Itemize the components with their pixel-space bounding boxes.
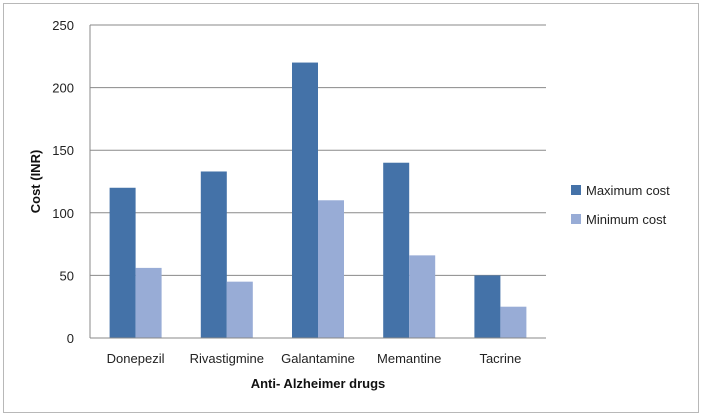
bar-minimum-cost-memantine	[409, 255, 436, 338]
y-tick-label: 100	[52, 206, 74, 221]
bar-maximum-cost-tacrine	[474, 275, 501, 338]
x-tick-label: Tacrine	[479, 351, 521, 366]
bar-minimum-cost-tacrine	[500, 306, 527, 338]
bars	[109, 62, 527, 339]
x-axis-title: Anti- Alzheimer drugs	[251, 376, 386, 391]
bar-maximum-cost-rivastigmine	[200, 171, 227, 338]
x-axis-ticks: Donepezil Rivastigmine Galantamine Memantin…	[107, 351, 522, 366]
y-tick-label: 0	[67, 331, 74, 346]
legend-label-minimum-cost: Minimum cost	[586, 212, 667, 227]
y-tick-label: 250	[52, 18, 74, 33]
x-tick-label: Rivastigmine	[190, 351, 264, 366]
legend: Maximum cost Minimum cost	[571, 183, 670, 227]
x-tick-label: Galantamine	[281, 351, 355, 366]
x-tick-label: Memantine	[377, 351, 441, 366]
y-tick-label: 200	[52, 81, 74, 96]
bar-maximum-cost-galantamine	[292, 62, 318, 339]
y-tick-label: 150	[52, 143, 74, 158]
bar-maximum-cost-donepezil	[109, 187, 136, 338]
bar-minimum-cost-donepezil	[135, 267, 162, 338]
y-axis-title: Cost (INR)	[28, 150, 43, 214]
y-tick-label: 50	[60, 268, 74, 283]
legend-label-maximum-cost: Maximum cost	[586, 183, 670, 198]
y-axis-ticks: 0 50 100 150 200 250	[52, 18, 74, 346]
bar-minimum-cost-galantamine	[318, 200, 344, 338]
legend-swatch-minimum-cost	[571, 214, 581, 224]
legend-swatch-maximum-cost	[571, 185, 581, 195]
x-tick-label: Donepezil	[107, 351, 165, 366]
bar-minimum-cost-rivastigmine	[226, 281, 253, 338]
bar-maximum-cost-memantine	[383, 162, 410, 338]
